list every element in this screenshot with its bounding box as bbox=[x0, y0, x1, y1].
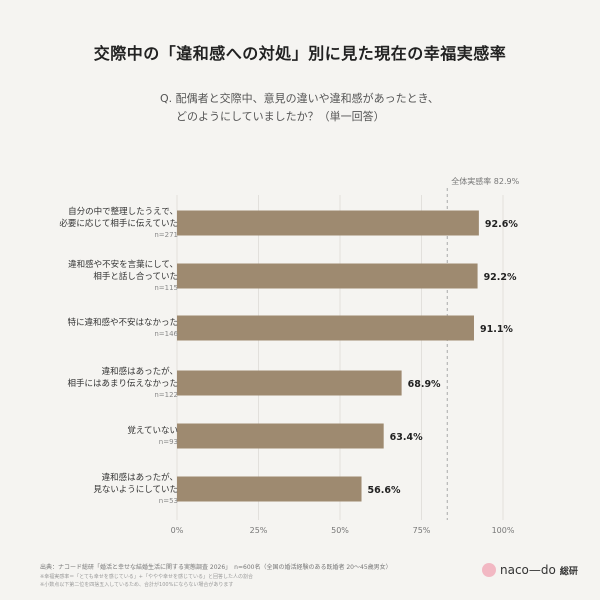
brand-logo: naco—do 総研 bbox=[482, 563, 578, 577]
data-label: 92.2% bbox=[484, 272, 517, 283]
bar bbox=[177, 210, 479, 236]
category-label-line: 必要に応じて相手に伝えていた bbox=[59, 219, 178, 229]
category-label-line: 見ないようにしていた bbox=[93, 485, 178, 495]
category-label-line: 違和感はあったが、 bbox=[101, 473, 178, 483]
reference-label: 全体実感率 82.9% bbox=[451, 176, 519, 186]
data-label: 56.6% bbox=[368, 485, 401, 496]
footer: 出典：ナコード総研「婚活と幸せな結婚生活に関する実態調査 2026」 n=600… bbox=[40, 563, 440, 589]
category-label: 自分の中で整理したうえで、必要に応じて相手に伝えていた n=271 bbox=[40, 206, 178, 240]
sample-size: n=53 bbox=[158, 497, 178, 505]
x-tick-label: 50% bbox=[331, 526, 349, 535]
category-label: 違和感はあったが、見ないようにしていた n=53 bbox=[40, 472, 178, 506]
logo-sub-text: 総研 bbox=[559, 566, 578, 577]
category-label-line: 違和感や不安を言葉にして、 bbox=[68, 260, 178, 270]
category-label-line: 覚えていない bbox=[127, 426, 178, 436]
sample-size: n=93 bbox=[158, 438, 178, 446]
chart-title: 交際中の「違和感への対処」別に見た現在の幸福実感率 bbox=[93, 44, 507, 63]
category-label: 違和感や不安を言葉にして、相手と話し合っていた n=115 bbox=[40, 259, 178, 293]
footnote-1: ※幸福実感率＝「とても幸せを感じている」+「ややや幸せを感じている」と回答した人… bbox=[40, 574, 253, 580]
x-tick-label: 0% bbox=[171, 526, 184, 535]
footnote-2: ※小数点以下第二位を四捨五入しているため、合計が100%にならない場合があります bbox=[40, 582, 234, 588]
question-text: Q. 配偶者と交際中、意見の違いや違和感があったとき、 どのようにしていましたか… bbox=[140, 90, 460, 126]
category-label: 違和感はあったが、相手にはあまり伝えなかった n=122 bbox=[40, 366, 178, 400]
category-label-line: 特に違和感や不安はなかった bbox=[67, 318, 178, 328]
category-label: 特に違和感や不安はなかった n=146 bbox=[40, 317, 178, 339]
bar bbox=[177, 315, 474, 341]
bar bbox=[177, 370, 402, 396]
bar bbox=[177, 423, 384, 449]
sample-size: n=146 bbox=[154, 330, 178, 338]
bar bbox=[177, 263, 478, 289]
sample-size: n=122 bbox=[154, 391, 178, 399]
data-label: 68.9% bbox=[408, 379, 441, 390]
category-label: 覚えていない n=93 bbox=[40, 425, 178, 447]
data-label: 63.4% bbox=[390, 432, 423, 443]
x-tick-label: 25% bbox=[250, 526, 268, 535]
data-label: 91.1% bbox=[480, 324, 513, 335]
data-label: 92.6% bbox=[485, 219, 518, 230]
bar bbox=[177, 476, 362, 502]
question-line-2: どのようにしていましたか？（単一回答） bbox=[176, 110, 385, 123]
logo-mark-icon bbox=[482, 563, 496, 577]
category-label-line: 違和感はあったが、 bbox=[101, 367, 178, 377]
source-text: 出典：ナコード総研「婚活と幸せな結婚生活に関する実態調査 2026」 n=600… bbox=[40, 564, 392, 571]
x-tick-label: 100% bbox=[492, 526, 515, 535]
category-label-line: 相手にはあまり伝えなかった bbox=[67, 379, 178, 389]
category-label-line: 相手と話し合っていた bbox=[93, 272, 178, 282]
sample-size: n=115 bbox=[154, 284, 178, 292]
question-line-1: Q. 配偶者と交際中、意見の違いや違和感があったとき、 bbox=[160, 92, 439, 105]
sample-size: n=271 bbox=[154, 231, 178, 239]
x-tick-label: 75% bbox=[413, 526, 431, 535]
logo-text: naco—do bbox=[500, 563, 556, 577]
category-label-line: 自分の中で整理したうえで、 bbox=[68, 207, 178, 217]
